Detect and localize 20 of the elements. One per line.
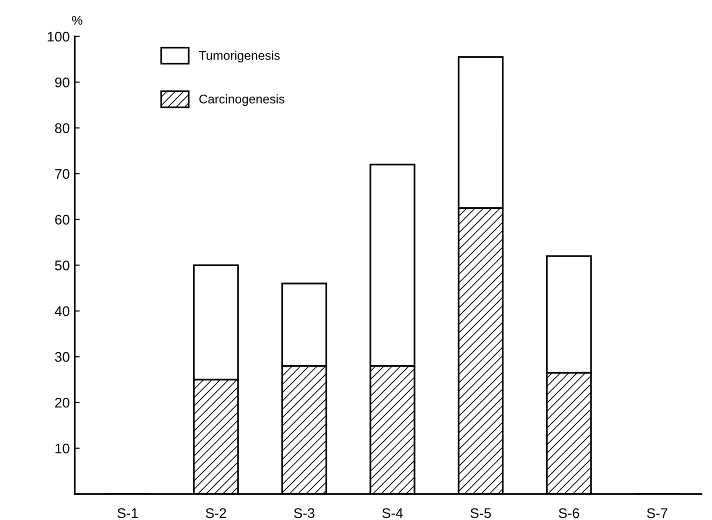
y-tick-label: 90	[55, 77, 70, 88]
x-tick-label: S-1	[118, 508, 138, 518]
y-tick-label: 50	[55, 260, 70, 270]
y-tick-label: 60	[55, 214, 70, 225]
x-tick-label: S-7	[647, 508, 668, 518]
x-tick-label: S-3	[294, 508, 314, 518]
x-tick-label: S-6	[558, 508, 580, 518]
y-tick-label: 70	[55, 169, 70, 179]
y-tick-label: 10	[56, 444, 70, 454]
y-tick-label: 40	[54, 306, 70, 316]
legend-label: Carcinogenesis	[199, 94, 284, 106]
x-tick-label: S-4	[382, 508, 403, 518]
y-tick-label: 30	[54, 352, 70, 362]
x-tick-label: S-2	[206, 508, 226, 518]
y-tick-label: 20	[55, 398, 70, 408]
y-axis-title: %	[72, 16, 82, 25]
y-tick-label: 100	[48, 32, 70, 42]
x-tick-label: S-5	[470, 508, 491, 518]
legend-label: Tumorigenesis	[198, 50, 280, 62]
y-tick-label: 80	[55, 123, 70, 134]
